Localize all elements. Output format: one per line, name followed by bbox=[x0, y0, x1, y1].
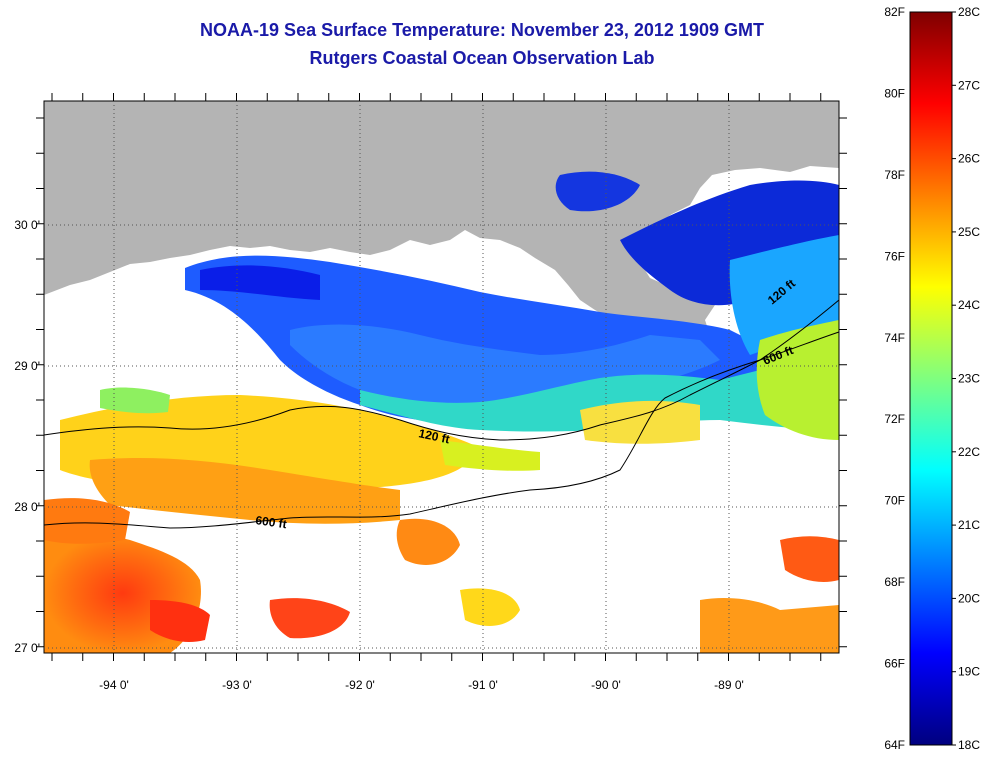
lon-label: -90 0' bbox=[591, 678, 621, 692]
colorbar-label-celsius: 25C bbox=[958, 225, 980, 239]
colorbar: 82F 80F 78F 76F 74F 72F 70F 68F 66F 64F 28C 27C 26C… bbox=[884, 5, 980, 752]
contour-label-120ft-west: 120 ft bbox=[417, 426, 451, 446]
lon-label: -89 0' bbox=[714, 678, 744, 692]
lon-label: -91 0' bbox=[468, 678, 498, 692]
colorbar-label-fahrenheit: 64F bbox=[884, 738, 905, 752]
sst-field bbox=[44, 101, 839, 653]
lat-label: 29 0' bbox=[14, 359, 40, 373]
colorbar-label-fahrenheit: 74F bbox=[884, 331, 905, 345]
colorbar-gradient bbox=[909, 11, 953, 746]
colorbar-label-fahrenheit: 68F bbox=[884, 575, 905, 589]
colorbar-label-celsius: 28C bbox=[958, 5, 980, 19]
colorbar-label-celsius: 24C bbox=[958, 298, 980, 312]
colorbar-label-fahrenheit: 72F bbox=[884, 412, 905, 426]
colorbar-label-celsius: 18C bbox=[958, 738, 980, 752]
colorbar-label-celsius: 26C bbox=[958, 152, 980, 166]
map-title: NOAA-19 Sea Surface Temperature: Novembe… bbox=[200, 20, 764, 40]
colorbar-label-celsius: 22C bbox=[958, 445, 980, 459]
contour-label-600ft-west: 600 ft bbox=[255, 513, 288, 531]
colorbar-label-celsius: 21C bbox=[958, 518, 980, 532]
colorbar-label-fahrenheit: 76F bbox=[884, 249, 905, 263]
axis-ticks bbox=[36, 93, 847, 661]
lat-label: 27 0' bbox=[14, 641, 40, 655]
map-frame bbox=[43, 100, 840, 654]
bathymetry-contours bbox=[43, 299, 840, 529]
colorbar-label-fahrenheit: 82F bbox=[884, 5, 905, 19]
colorbar-label-celsius: 19C bbox=[958, 665, 980, 679]
colorbar-label-fahrenheit: 70F bbox=[884, 494, 905, 508]
colorbar-label-celsius: 27C bbox=[958, 78, 980, 92]
colorbar-label-celsius: 20C bbox=[958, 591, 980, 605]
land-mass bbox=[44, 101, 839, 365]
latitude-labels: 30 0' 29 0' 28 0' 27 0' bbox=[14, 218, 40, 655]
lat-label: 30 0' bbox=[14, 218, 40, 232]
colorbar-label-fahrenheit: 78F bbox=[884, 168, 905, 182]
lat-label: 28 0' bbox=[14, 500, 40, 514]
lat-lon-grid bbox=[44, 101, 839, 653]
colorbar-label-celsius: 23C bbox=[958, 372, 980, 386]
lon-label: -92 0' bbox=[345, 678, 375, 692]
lon-label: -94 0' bbox=[99, 678, 129, 692]
longitude-labels: -94 0' -93 0' -92 0' -91 0' -90 0' -89 0… bbox=[99, 678, 744, 692]
colorbar-label-fahrenheit: 66F bbox=[884, 657, 905, 671]
map-subtitle: Rutgers Coastal Ocean Observation Lab bbox=[309, 48, 655, 68]
colorbar-label-fahrenheit: 80F bbox=[884, 86, 905, 100]
lon-label: -93 0' bbox=[222, 678, 252, 692]
